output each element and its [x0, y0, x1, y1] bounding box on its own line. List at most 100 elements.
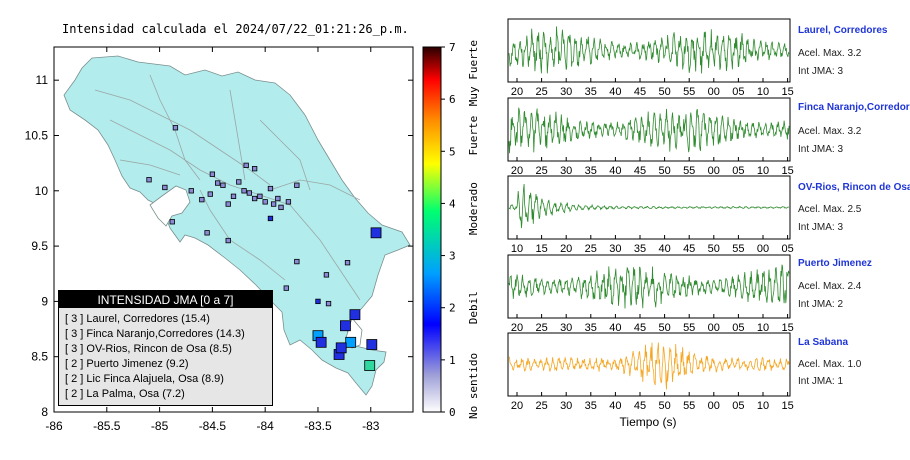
x-tick-label: -84.5 — [199, 419, 227, 433]
station-marker — [199, 196, 205, 203]
map-axes: -86 -85.5 -85 -84.5 -84 -83.5 -83 11 10.5 10 9.5 9 8… — [25, 47, 413, 433]
map-title: Intensidad calculada el 2024/07/22_01:21… — [62, 22, 409, 36]
station-marker — [209, 171, 216, 177]
waveform-tick-label: 05 — [732, 165, 744, 177]
station-marker — [364, 360, 376, 371]
legend-row: [ 3 ] OV-Rios, Rincon de Osa (8.5) — [65, 343, 232, 355]
waveform-frame — [507, 18, 791, 83]
waveform-tick-label: 50 — [658, 86, 670, 98]
waveform-tick-label: 00 — [708, 400, 720, 412]
waveform-tick-label: 15 — [781, 86, 793, 98]
x-tick-label: -85.5 — [93, 419, 121, 433]
waveform-tick-label: 25 — [535, 165, 547, 177]
station-acel: Acel. Max. 2.4 — [798, 281, 862, 292]
waveform-tick-label: 50 — [708, 243, 720, 255]
intensity-legend: INTENSIDAD JMA [0 a 7] [ 3 ] Laurel, Cor… — [58, 290, 273, 406]
station-marker — [349, 309, 361, 321]
waveform-tick-label: 15 — [781, 322, 793, 334]
station-marker — [220, 182, 226, 188]
station-marker — [172, 125, 179, 131]
station-marker — [315, 298, 321, 305]
station-marker — [225, 237, 231, 244]
legend-row: [ 2 ] Lic Finca Alajuela, Osa (8.9) — [65, 373, 224, 385]
station-marker — [270, 201, 277, 207]
waveform-trace — [508, 183, 790, 229]
waveform-tick-label: 35 — [634, 243, 646, 255]
colorbar-labels: No sentido Debil Moderado Fuerte Muy Fuerte — [467, 40, 480, 419]
station-marker — [262, 199, 268, 205]
colorbar-ticks: 0 1 2 3 4 5 6 7 — [441, 41, 456, 419]
waveform-tick-label: 15 — [781, 400, 793, 412]
station-marker — [236, 179, 242, 185]
station-marker — [366, 339, 378, 350]
x-tick-label: -83 — [362, 419, 380, 433]
waveform-tick-label: 45 — [634, 86, 646, 98]
station-marker — [325, 300, 332, 307]
y-tick-label: 10.5 — [25, 128, 49, 142]
waveform-tick-label: 40 — [658, 243, 670, 255]
station-marker — [275, 195, 281, 202]
waveform-tick-label: 30 — [560, 400, 572, 412]
station-marker — [294, 258, 300, 265]
waveform-trace — [508, 107, 790, 154]
waveform-tick-label: 25 — [535, 86, 547, 98]
station-acel: Acel. Max. 1.0 — [798, 359, 862, 370]
waveform-tick-label: 20 — [511, 400, 523, 412]
x-tick-label: -83.5 — [304, 419, 332, 433]
station-jma: Int JMA: 3 — [798, 144, 844, 155]
station-acel: Acel. Max. 3.2 — [798, 126, 862, 137]
waveform-tick-label: 35 — [585, 165, 597, 177]
waveform-tick-label: 40 — [609, 165, 621, 177]
station-marker — [246, 190, 252, 196]
station-acel: Acel. Max. 2.5 — [798, 204, 862, 215]
colorbar-tick-label: 7 — [449, 41, 456, 54]
station-marker — [370, 227, 382, 239]
waveform-tick-label: 35 — [585, 86, 597, 98]
station-marker — [162, 184, 168, 191]
station-marker — [323, 272, 330, 278]
station-marker — [204, 230, 210, 236]
waveform-panels: 20 25 30 35 40 45 50 55 00 05 10 15 20 25 30 35 40 45 50 55… — [507, 18, 794, 412]
colorbar-tick-label: 6 — [449, 93, 456, 106]
station-marker — [257, 193, 263, 199]
station-marker — [230, 193, 237, 199]
waveform-tick-label: 10 — [757, 165, 769, 177]
station-marker — [169, 219, 175, 225]
colorbar-tick-label: 4 — [449, 197, 456, 210]
station-acel: Acel. Max. 3.2 — [798, 48, 862, 59]
station-marker — [251, 166, 258, 172]
y-tick-label: 11 — [36, 73, 49, 87]
waveform-tick-label: 00 — [708, 86, 720, 98]
waveform-frame — [507, 332, 791, 397]
station-marker — [283, 285, 289, 291]
station-marker — [315, 336, 327, 348]
waveform-tick-label: 55 — [683, 400, 695, 412]
station-marker — [243, 162, 249, 168]
station-marker — [285, 199, 292, 205]
colorbar — [422, 46, 442, 413]
waveform-xlabel: Tiempo (s) — [620, 415, 677, 429]
waveform-tick-label: 15 — [781, 165, 793, 177]
costa-rica-landmass — [63, 55, 411, 396]
waveform-tick-label: 00 — [708, 322, 720, 334]
waveform-tick-label: 10 — [757, 322, 769, 334]
station-name: Finca Naranjo,Corredores — [798, 102, 910, 113]
colorbar-category-label: Debil — [467, 291, 480, 324]
waveform-tick-label: 50 — [658, 400, 670, 412]
colorbar-tick-label: 3 — [449, 250, 456, 263]
station-marker — [335, 342, 347, 354]
waveform-tick-label: 45 — [634, 165, 646, 177]
waveform-tick-label: 35 — [585, 322, 597, 334]
colorbar-tick-label: 0 — [449, 406, 456, 419]
y-tick-label: 8.5 — [31, 350, 48, 364]
waveform-tick-label: 35 — [585, 400, 597, 412]
waveform-tick-label: 20 — [511, 86, 523, 98]
waveform-trace — [508, 342, 790, 390]
waveform-frame — [507, 254, 791, 319]
waveform-tick-label: 55 — [683, 322, 695, 334]
station-jma: Int JMA: 2 — [798, 299, 844, 310]
intensity-points — [146, 125, 382, 371]
waveform-tick-label: 30 — [609, 243, 621, 255]
waveform-tick-label: 05 — [781, 243, 793, 255]
waveform-tick-label: 05 — [732, 86, 744, 98]
